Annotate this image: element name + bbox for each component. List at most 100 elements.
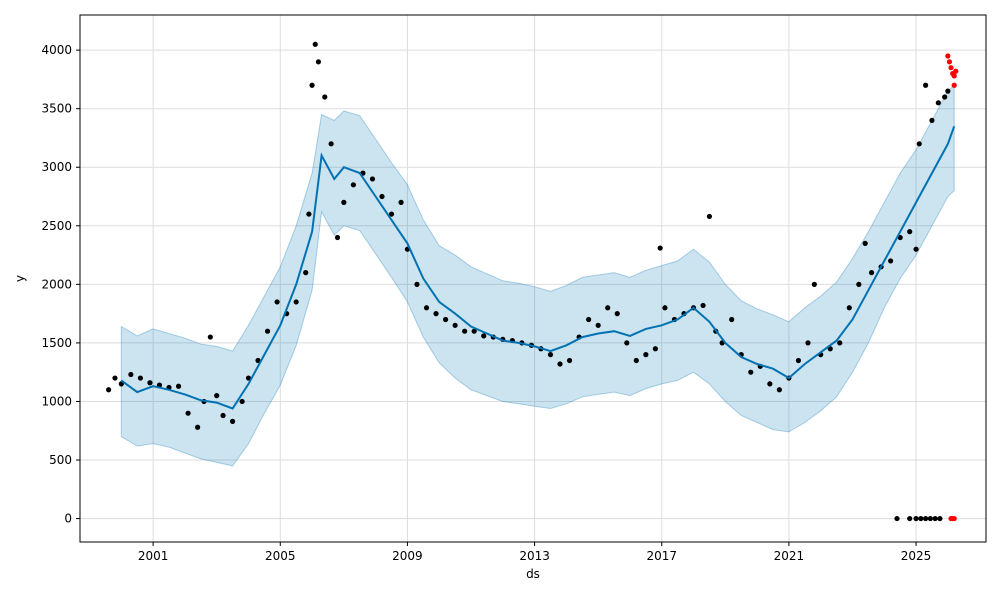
observed-point	[481, 333, 487, 339]
observed-zero-point	[894, 515, 900, 522]
x-axis-ticks: 2001 2005 2009 2013 2017 2021 2025	[138, 542, 931, 563]
observed-point	[207, 334, 213, 340]
outlier-point	[953, 68, 959, 74]
observed-point	[106, 387, 112, 393]
observed-point	[175, 383, 182, 389]
y-tick-label: 0	[64, 512, 72, 526]
observed-point	[128, 371, 134, 378]
observed-point	[945, 88, 951, 94]
observed-point	[624, 340, 630, 346]
observed-point	[942, 94, 948, 100]
observed-point	[566, 357, 573, 364]
plot-frame	[79, 14, 987, 543]
observed-point	[414, 281, 420, 287]
observed-point	[805, 340, 811, 346]
x-tick-label: 2009	[392, 549, 423, 563]
observed-point	[229, 418, 236, 424]
observed-point	[147, 380, 153, 386]
observed-zero-point	[927, 515, 933, 522]
y-tick-label: 3500	[41, 102, 72, 116]
observed-zero-point	[907, 515, 913, 522]
observed-point	[303, 270, 309, 276]
observed-point	[767, 381, 773, 387]
observed-zero-point	[923, 515, 929, 522]
observed-point	[862, 240, 868, 246]
observed-point	[652, 346, 658, 352]
observed-point	[586, 316, 592, 323]
observed-point	[274, 299, 280, 305]
x-tick-label: 2013	[519, 549, 550, 563]
y-tick-label: 1500	[41, 336, 72, 350]
observed-point	[662, 305, 668, 311]
observed-point	[907, 229, 913, 235]
y-axis-ticks: 0 500 1000 1500 2000 2500 3000 3500 4000	[41, 43, 80, 526]
observed-point	[935, 100, 941, 106]
observed-point	[929, 117, 935, 123]
outlier-point	[948, 65, 954, 71]
outlier-point	[946, 59, 953, 65]
observed-point	[856, 281, 862, 287]
observed-point	[471, 328, 477, 334]
x-tick-label: 2005	[265, 549, 296, 563]
observed-zero-point	[913, 515, 919, 522]
observed-point	[220, 412, 226, 419]
observed-point	[112, 375, 118, 381]
observed-point	[888, 258, 894, 264]
observed-point	[334, 234, 341, 241]
outlier-point	[951, 515, 957, 522]
observed-point	[643, 352, 649, 358]
observed-point	[923, 82, 929, 88]
observed-zero-point	[937, 515, 943, 522]
x-tick-label: 2001	[138, 549, 169, 563]
observed-point	[913, 246, 919, 252]
observed-point	[245, 375, 252, 381]
forecast-line	[120, 125, 956, 410]
observed-point	[423, 305, 430, 311]
observed-point	[185, 410, 191, 416]
observed-point	[605, 305, 611, 311]
outlier-points	[945, 53, 959, 522]
observed-point	[442, 316, 449, 323]
observed-point	[614, 311, 620, 317]
y-tick-label: 2000	[41, 277, 72, 291]
observed-point	[700, 302, 706, 309]
observed-point	[916, 141, 922, 147]
observed-point	[557, 361, 563, 367]
uncertainty-band	[120, 84, 955, 467]
observed-zero-point	[918, 515, 924, 522]
observed-point	[388, 211, 395, 217]
observed-point	[433, 311, 439, 317]
observed-point	[846, 305, 852, 311]
y-tick-label: 1000	[41, 394, 72, 408]
observed-point	[595, 322, 601, 328]
x-axis-title: ds	[526, 567, 540, 581]
observed-point	[350, 182, 356, 188]
observed-point	[309, 82, 315, 88]
observed-point	[306, 211, 312, 217]
y-tick-label: 2500	[41, 219, 72, 233]
y-tick-label: 4000	[41, 43, 72, 57]
outlier-point	[951, 73, 957, 79]
observed-point	[748, 369, 754, 375]
observed-point	[322, 94, 328, 100]
observed-point	[137, 375, 143, 381]
observed-point	[379, 193, 385, 200]
y-tick-label: 500	[49, 453, 72, 467]
x-tick-label: 2017	[646, 549, 677, 563]
observed-point	[729, 316, 735, 323]
observed-point	[706, 213, 713, 220]
observed-point	[811, 281, 817, 287]
observed-point	[795, 357, 802, 364]
observed-point	[868, 270, 875, 276]
observed-point	[633, 357, 639, 364]
observed-point	[837, 340, 843, 346]
observed-point	[341, 199, 347, 205]
observed-point	[293, 299, 299, 305]
observed-point	[239, 398, 245, 405]
observed-point	[462, 328, 468, 334]
grid-lines	[80, 15, 986, 542]
outlier-point	[945, 53, 951, 59]
observed-points	[106, 41, 951, 522]
x-tick-label: 2021	[774, 549, 805, 563]
